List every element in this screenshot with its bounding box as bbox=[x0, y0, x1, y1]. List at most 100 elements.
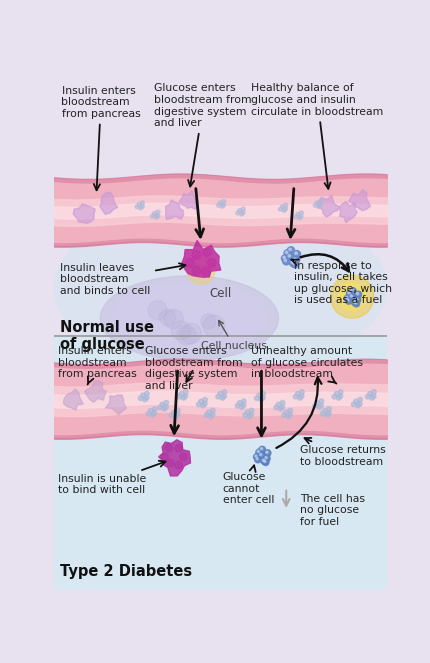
Circle shape bbox=[278, 406, 283, 411]
Circle shape bbox=[276, 402, 281, 407]
Text: In response to
insulin, cell takes
up glucose, which
is used as a fuel: In response to insulin, cell takes up gl… bbox=[291, 259, 392, 305]
Circle shape bbox=[289, 259, 297, 267]
Circle shape bbox=[315, 201, 319, 205]
Circle shape bbox=[143, 397, 147, 402]
Circle shape bbox=[319, 403, 323, 408]
Circle shape bbox=[288, 255, 291, 257]
Text: Glucose enters
bloodstream from
digestive system
and liver: Glucose enters bloodstream from digestiv… bbox=[154, 84, 252, 186]
Circle shape bbox=[357, 402, 362, 406]
Circle shape bbox=[372, 394, 376, 398]
Circle shape bbox=[326, 411, 331, 415]
Text: The cell has
no glucose
for fuel: The cell has no glucose for fuel bbox=[300, 494, 365, 527]
Circle shape bbox=[222, 390, 227, 394]
Circle shape bbox=[281, 255, 289, 262]
Circle shape bbox=[300, 390, 304, 394]
Circle shape bbox=[317, 204, 321, 208]
Circle shape bbox=[206, 410, 211, 414]
Circle shape bbox=[368, 391, 372, 396]
Circle shape bbox=[258, 452, 265, 459]
Circle shape bbox=[370, 396, 374, 400]
Circle shape bbox=[199, 399, 203, 404]
Circle shape bbox=[366, 394, 370, 399]
Circle shape bbox=[164, 400, 169, 405]
Text: Glucose returns
to bloodstream: Glucose returns to bloodstream bbox=[300, 438, 386, 467]
Circle shape bbox=[261, 458, 267, 464]
Circle shape bbox=[197, 402, 201, 406]
Circle shape bbox=[286, 253, 294, 260]
Circle shape bbox=[218, 391, 223, 396]
Circle shape bbox=[174, 414, 178, 418]
Circle shape bbox=[222, 200, 226, 204]
Circle shape bbox=[284, 259, 287, 262]
Circle shape bbox=[294, 258, 296, 261]
Circle shape bbox=[249, 408, 254, 413]
Text: Insulin enters
bloodstream
from pancreas: Insulin enters bloodstream from pancreas bbox=[58, 346, 136, 385]
Polygon shape bbox=[179, 190, 197, 210]
Circle shape bbox=[284, 207, 288, 211]
Circle shape bbox=[299, 214, 303, 218]
Polygon shape bbox=[100, 192, 118, 214]
Circle shape bbox=[298, 216, 301, 220]
Circle shape bbox=[192, 267, 201, 275]
Circle shape bbox=[354, 302, 357, 304]
Circle shape bbox=[216, 204, 220, 208]
Circle shape bbox=[353, 300, 355, 303]
Circle shape bbox=[261, 391, 265, 396]
Text: Glucose enters
bloodstream from
digestive system
and liver: Glucose enters bloodstream from digestiv… bbox=[145, 346, 243, 391]
Circle shape bbox=[295, 391, 300, 396]
Polygon shape bbox=[84, 381, 106, 402]
Circle shape bbox=[241, 207, 245, 211]
Circle shape bbox=[152, 411, 157, 415]
Circle shape bbox=[319, 200, 322, 204]
Circle shape bbox=[210, 412, 215, 417]
Circle shape bbox=[327, 406, 332, 411]
Circle shape bbox=[293, 251, 301, 258]
Circle shape bbox=[325, 412, 329, 417]
Circle shape bbox=[241, 211, 245, 214]
Polygon shape bbox=[73, 204, 95, 223]
Circle shape bbox=[284, 203, 288, 207]
Circle shape bbox=[154, 215, 158, 219]
Circle shape bbox=[139, 206, 143, 210]
Circle shape bbox=[257, 393, 261, 398]
Circle shape bbox=[286, 414, 291, 418]
Circle shape bbox=[323, 408, 327, 413]
Circle shape bbox=[282, 413, 286, 418]
Circle shape bbox=[148, 300, 167, 320]
Circle shape bbox=[294, 215, 298, 219]
Circle shape bbox=[355, 291, 362, 298]
Circle shape bbox=[266, 451, 268, 453]
Circle shape bbox=[347, 299, 349, 301]
Circle shape bbox=[332, 394, 337, 399]
Circle shape bbox=[262, 459, 264, 461]
Circle shape bbox=[150, 214, 154, 218]
Text: Insulin is unable
to bind with cell: Insulin is unable to bind with cell bbox=[58, 461, 166, 495]
Circle shape bbox=[240, 405, 244, 410]
Circle shape bbox=[313, 404, 317, 408]
Circle shape bbox=[353, 300, 359, 307]
Circle shape bbox=[150, 412, 155, 417]
Circle shape bbox=[165, 444, 172, 452]
Circle shape bbox=[338, 394, 343, 398]
Circle shape bbox=[144, 395, 149, 400]
Circle shape bbox=[295, 252, 297, 255]
Circle shape bbox=[209, 414, 213, 418]
Circle shape bbox=[257, 450, 259, 453]
Ellipse shape bbox=[112, 284, 267, 353]
Circle shape bbox=[256, 457, 258, 460]
Circle shape bbox=[347, 290, 353, 297]
Circle shape bbox=[292, 257, 300, 264]
Text: Insulin leaves
bloodstream
and binds to cell: Insulin leaves bloodstream and binds to … bbox=[60, 263, 185, 296]
Polygon shape bbox=[318, 195, 339, 217]
Circle shape bbox=[264, 450, 271, 456]
Circle shape bbox=[241, 403, 246, 408]
Circle shape bbox=[141, 201, 144, 205]
Circle shape bbox=[175, 445, 183, 452]
Circle shape bbox=[152, 406, 157, 411]
Circle shape bbox=[349, 294, 355, 300]
Circle shape bbox=[298, 396, 302, 400]
Circle shape bbox=[202, 267, 210, 276]
Circle shape bbox=[177, 394, 181, 399]
Circle shape bbox=[279, 208, 283, 211]
Circle shape bbox=[338, 283, 366, 310]
